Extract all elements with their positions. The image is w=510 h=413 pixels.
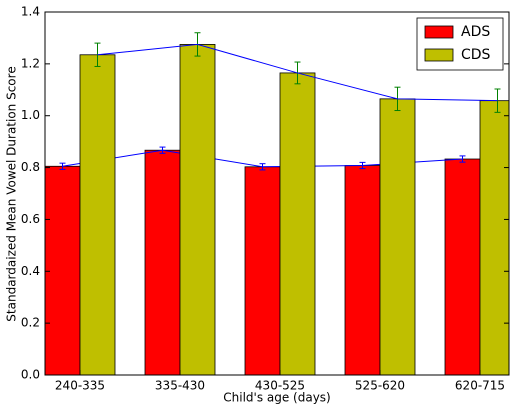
legend-label: CDS: [461, 47, 491, 63]
x-tick-label: 525-620: [355, 379, 405, 393]
plot-frame: [44, 11, 510, 376]
bar: [144, 149, 181, 376]
y-tick-label: 1.2: [21, 56, 40, 70]
bar: [45, 165, 81, 376]
x-tick-label: 620-715: [455, 379, 505, 393]
x-tick-label: 430-525: [255, 379, 305, 393]
y-tick-label: 1.4: [21, 5, 40, 19]
series-line: [97, 43, 498, 102]
legend-label: ADS: [461, 24, 490, 40]
bar: [444, 158, 481, 376]
y-tick-label: 0.8: [21, 160, 40, 174]
bar: [479, 100, 509, 376]
y-tick-label: 0.4: [21, 264, 40, 278]
x-tick-label: 335-430: [155, 379, 205, 393]
y-tick-label: 1.0: [21, 108, 40, 122]
bar: [344, 165, 381, 376]
x-tick-label: 240-335: [55, 379, 105, 393]
y-tick-label: 0.0: [21, 368, 40, 382]
y-tick-label: 0.2: [21, 316, 40, 330]
bar: [79, 54, 116, 376]
legend-swatch: [424, 25, 454, 39]
bar: [244, 166, 281, 376]
error-bar: [494, 88, 501, 113]
bar: [379, 98, 416, 376]
x-axis-label: Child's age (days): [223, 391, 331, 405]
bar: [179, 44, 216, 376]
plot-area: [45, 32, 509, 376]
y-axis-label: Standardaized Mean Vowel Duration Score: [5, 66, 19, 321]
bar: [279, 72, 316, 376]
y-tick-label: 0.6: [21, 212, 40, 226]
legend-swatch: [424, 48, 454, 62]
